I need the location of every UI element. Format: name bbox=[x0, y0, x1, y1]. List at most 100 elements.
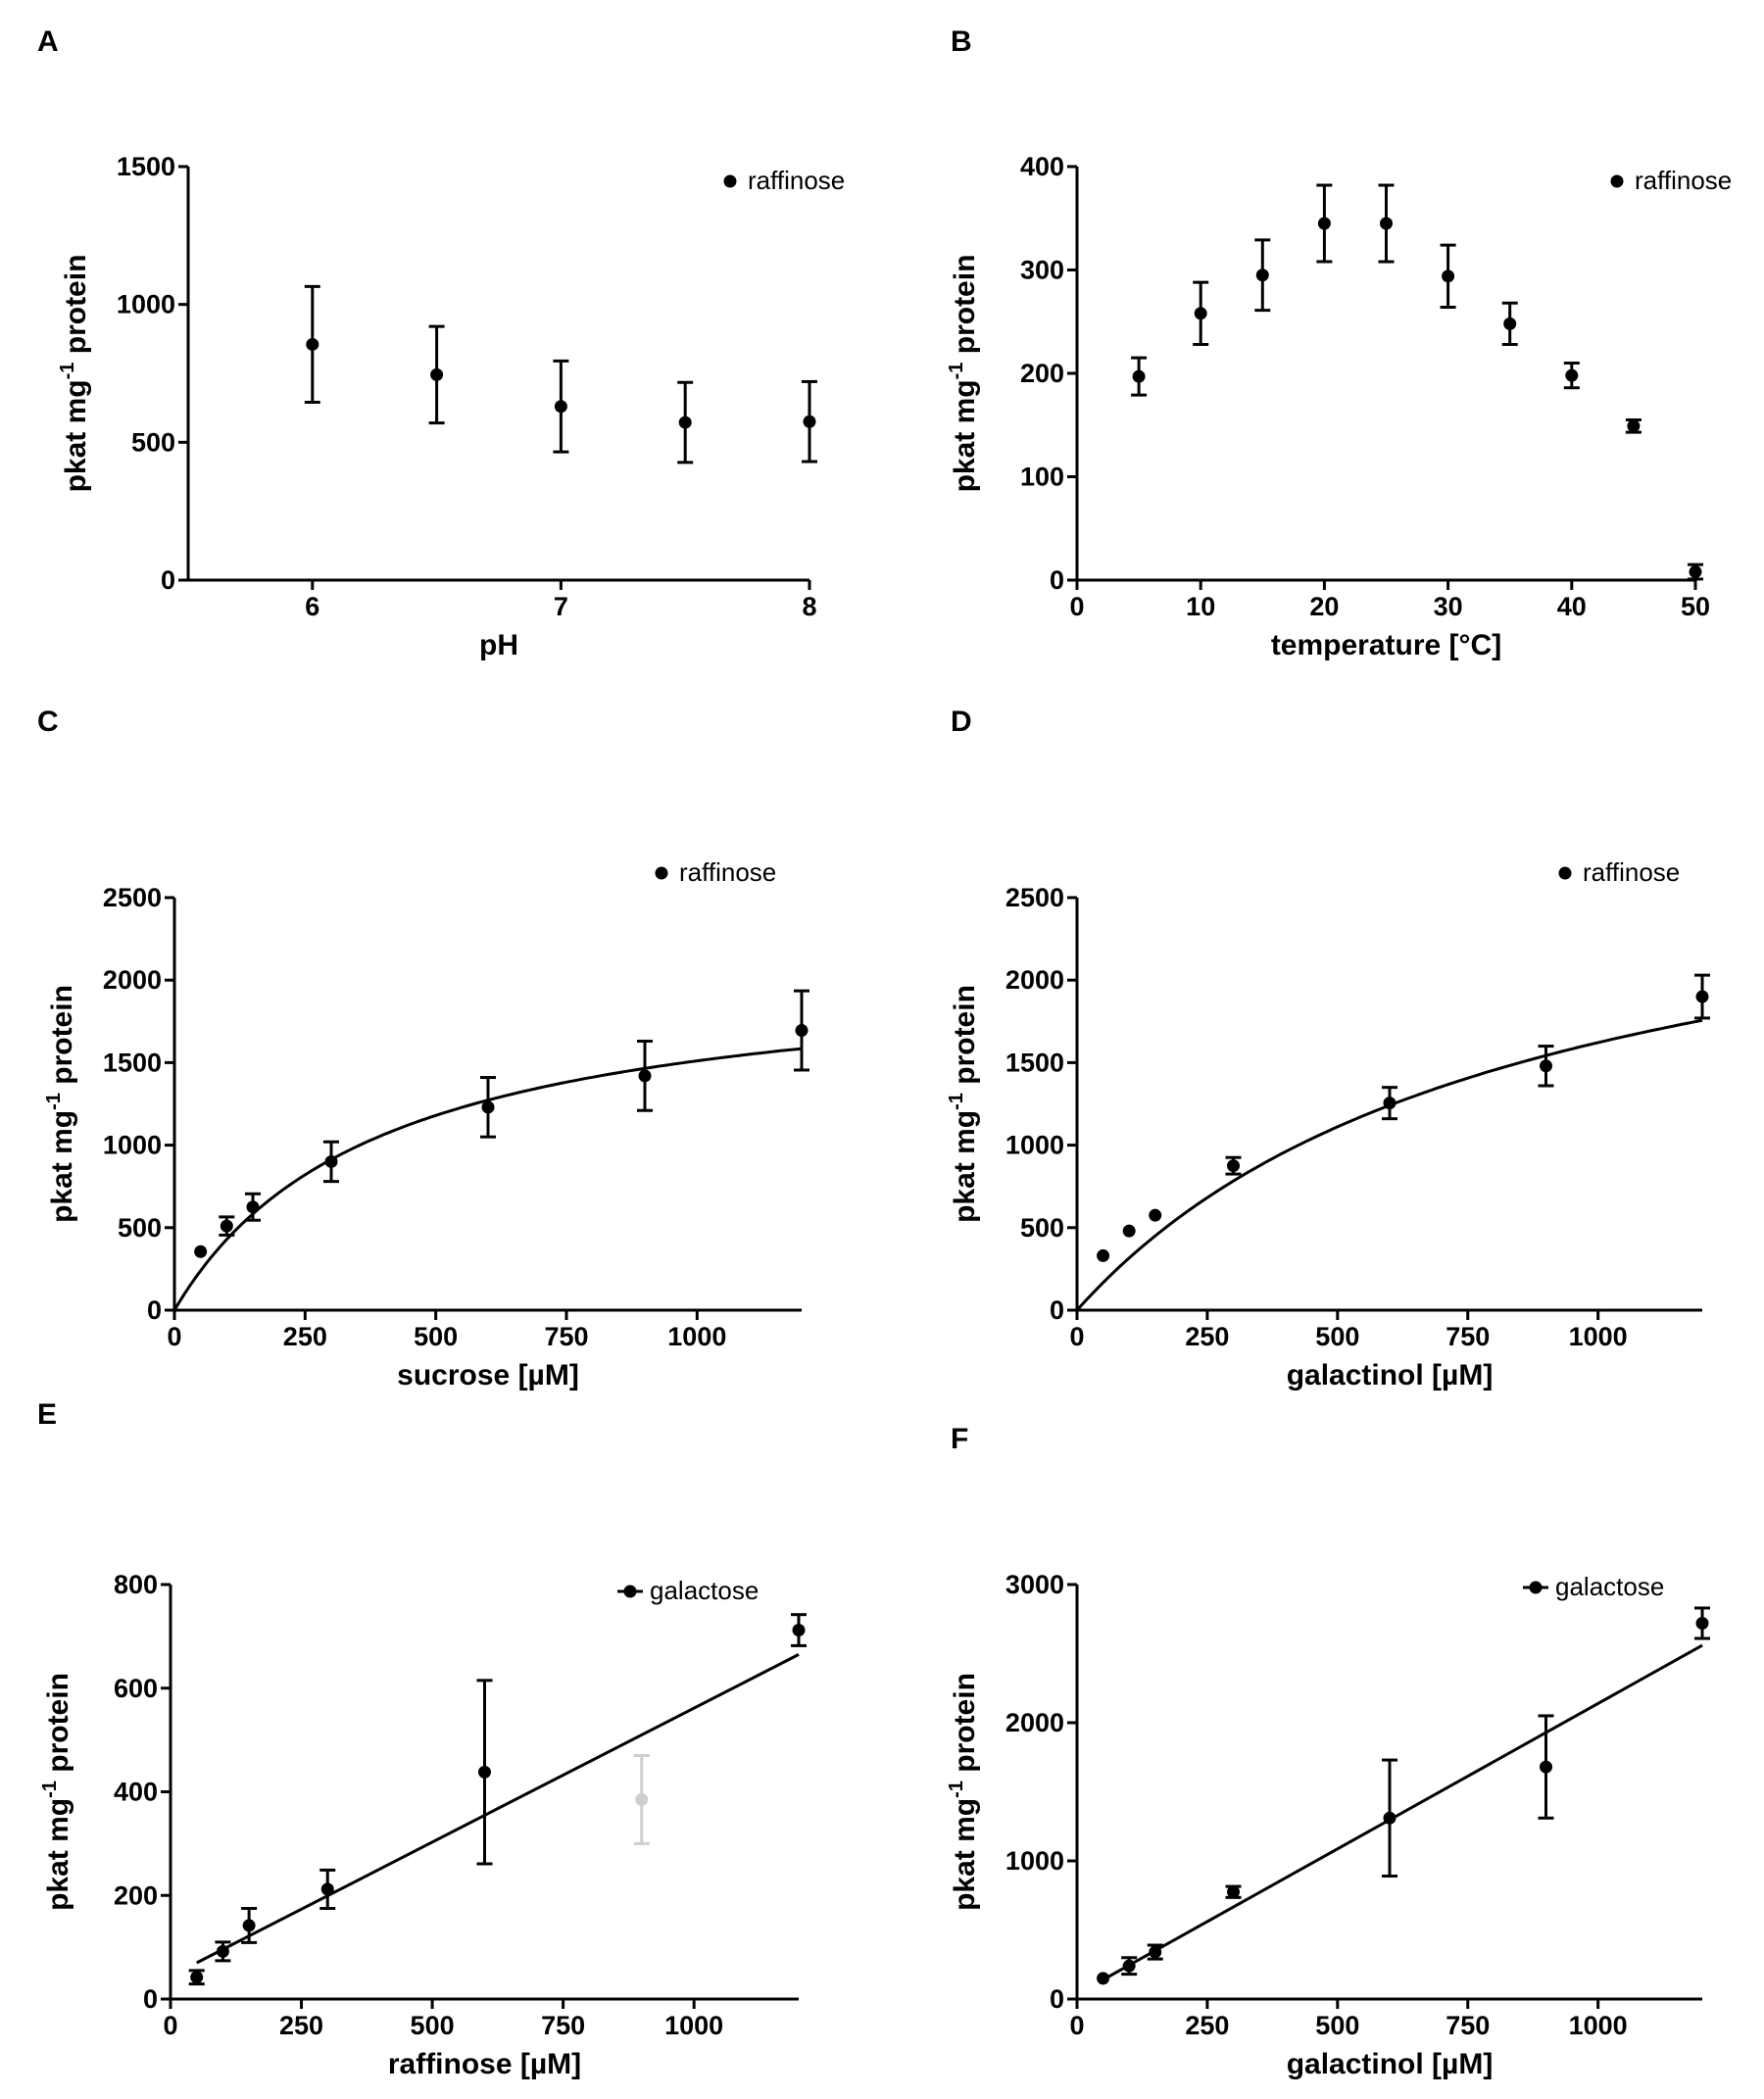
legend-label: galactose bbox=[650, 1576, 759, 1605]
data-point bbox=[638, 1069, 652, 1083]
y-tick-label: 500 bbox=[1020, 1213, 1064, 1243]
y-axis-title-rest: protein bbox=[949, 1673, 981, 1781]
fit-curve bbox=[1075, 1018, 1703, 1312]
data-point bbox=[478, 1765, 491, 1779]
y-axis-title: pkat mg-1 protein bbox=[57, 255, 92, 493]
x-tick-label: 250 bbox=[1185, 1322, 1229, 1351]
panel-label: D bbox=[951, 706, 972, 738]
y-tick-label: 200 bbox=[114, 1880, 158, 1910]
legend-label: raffinose bbox=[748, 166, 845, 195]
x-tick-label: 50 bbox=[1681, 592, 1710, 621]
data-point bbox=[792, 1624, 806, 1637]
y-tick-label: 0 bbox=[143, 1984, 158, 2014]
x-axis-title: galactinol [µM] bbox=[1287, 1359, 1494, 1391]
x-tick-label: 250 bbox=[279, 2011, 323, 2040]
data-point bbox=[1540, 1059, 1552, 1073]
data-point bbox=[1380, 217, 1393, 230]
x-axis-title: pH bbox=[479, 629, 518, 661]
y-tick-label: 0 bbox=[161, 565, 175, 595]
x-axis-title: sucrose [µM] bbox=[397, 1359, 579, 1391]
data-point bbox=[1227, 1885, 1240, 1899]
data-point bbox=[1540, 1760, 1552, 1774]
x-tick-label: 6 bbox=[305, 592, 319, 621]
data-point bbox=[1565, 368, 1579, 382]
y-tick-label: 0 bbox=[1050, 565, 1064, 595]
data-point bbox=[803, 415, 816, 428]
y-tick-label: 800 bbox=[114, 1570, 158, 1599]
y-tick-label: 100 bbox=[1020, 463, 1064, 492]
x-tick-label: 0 bbox=[167, 1322, 181, 1351]
x-axis-title: raffinose [µM] bbox=[388, 2048, 581, 2080]
data-point bbox=[1132, 369, 1146, 383]
y-axis-title-rest: protein bbox=[46, 985, 78, 1093]
x-tick-label: 8 bbox=[802, 592, 816, 621]
y-tick-label: 3000 bbox=[1005, 1570, 1064, 1599]
y-tick-label: 0 bbox=[1050, 1295, 1064, 1325]
y-tick-label: 2000 bbox=[103, 965, 162, 995]
panel-label: E bbox=[37, 1398, 57, 1431]
data-point bbox=[1383, 1811, 1396, 1825]
x-tick-label: 250 bbox=[1185, 2011, 1229, 2040]
y-tick-label: 0 bbox=[1050, 1984, 1064, 2014]
panel-label: B bbox=[951, 25, 972, 58]
data-point bbox=[190, 1971, 204, 1984]
y-tick-label: 400 bbox=[114, 1778, 158, 1807]
y-axis-title-main: pkat mg bbox=[42, 1798, 74, 1911]
panel-f: F 0 1000 2000 3000 0 250 500 750 1000 galactinol [… bbox=[946, 1423, 1710, 2080]
data-point bbox=[216, 1944, 229, 1958]
x-tick-label: 1000 bbox=[667, 1322, 726, 1351]
data-point bbox=[1227, 1159, 1240, 1173]
panel-c: C 0 500 1000 1500 2000 2500 0 250 500 750 1000 sucro… bbox=[37, 706, 809, 1391]
legend-marker bbox=[1529, 1581, 1543, 1594]
y-tick-label: 1000 bbox=[1005, 1846, 1064, 1876]
y-axis-title-sup: -1 bbox=[946, 363, 967, 380]
data-point bbox=[678, 415, 692, 429]
data-point bbox=[1695, 1616, 1709, 1630]
y-axis-title-rest: protein bbox=[60, 255, 92, 363]
data-point bbox=[1149, 1208, 1162, 1222]
x-tick-label: 750 bbox=[1446, 1322, 1490, 1351]
y-tick-label: 1000 bbox=[103, 1131, 162, 1160]
data-point bbox=[246, 1200, 260, 1214]
y-tick-label: 1500 bbox=[1005, 1048, 1064, 1077]
y-axis-title: pkat mg-1 protein bbox=[946, 1673, 981, 1911]
x-tick-label: 7 bbox=[554, 592, 568, 621]
x-tick-label: 500 bbox=[1315, 2011, 1359, 2040]
data-point bbox=[1097, 1248, 1110, 1262]
data-point bbox=[795, 1024, 808, 1038]
legend-label: raffinose bbox=[1635, 166, 1732, 195]
y-axis-title-main: pkat mg bbox=[46, 1110, 78, 1223]
data-point bbox=[1689, 565, 1702, 579]
y-tick-label: 1500 bbox=[103, 1048, 162, 1077]
y-tick-label: 1000 bbox=[1005, 1131, 1064, 1160]
data-point bbox=[1695, 990, 1709, 1003]
data-point bbox=[635, 1792, 649, 1806]
y-tick-label: 0 bbox=[147, 1295, 162, 1325]
panel-e: E 0 200 400 600 800 0 250 500 750 1000 raffinose [µ… bbox=[37, 1398, 807, 2080]
y-axis-title: pkat mg-1 protein bbox=[43, 985, 78, 1223]
panel-d: D 0 500 1000 1500 2000 2500 0 250 500 750 1000 galac… bbox=[946, 706, 1710, 1391]
x-tick-label: 40 bbox=[1557, 592, 1587, 621]
x-axis-title: temperature [°C] bbox=[1271, 629, 1501, 661]
fit-line bbox=[196, 1653, 800, 1965]
x-tick-label: 20 bbox=[1309, 592, 1339, 621]
legend-marker bbox=[655, 866, 668, 880]
data-point bbox=[324, 1154, 338, 1168]
fit-line bbox=[1102, 1643, 1703, 1981]
x-tick-label: 750 bbox=[544, 1322, 588, 1351]
y-tick-label: 500 bbox=[131, 427, 175, 457]
x-tick-label: 0 bbox=[1069, 2011, 1084, 2040]
x-tick-label: 500 bbox=[1315, 1322, 1359, 1351]
panel-label: C bbox=[37, 706, 59, 738]
y-axis-title-main: pkat mg bbox=[949, 1110, 981, 1223]
x-tick-label: 30 bbox=[1434, 592, 1463, 621]
x-tick-label: 250 bbox=[283, 1322, 327, 1351]
x-tick-label: 750 bbox=[1446, 2011, 1490, 2040]
data-point bbox=[1194, 307, 1207, 320]
y-tick-label: 200 bbox=[1020, 359, 1064, 388]
data-point bbox=[430, 367, 444, 381]
data-point bbox=[1255, 268, 1269, 282]
x-tick-label: 500 bbox=[411, 2011, 455, 2040]
y-axis-title: pkat mg-1 protein bbox=[39, 1673, 74, 1911]
x-tick-label: 750 bbox=[541, 2011, 585, 2040]
